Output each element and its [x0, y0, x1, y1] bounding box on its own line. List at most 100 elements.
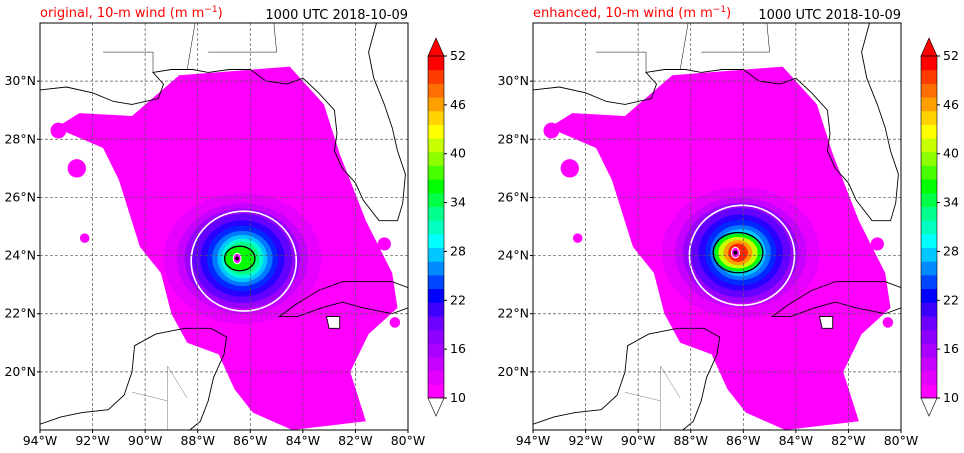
colorbar-segment — [428, 384, 444, 399]
wind-patch — [572, 233, 583, 243]
colorbar-frame — [920, 55, 938, 399]
colorbar-segment — [921, 138, 937, 153]
x-tick-label: 90°W — [621, 433, 656, 448]
colorbar-tick-label: 28 — [450, 243, 466, 258]
y-tick-label: 20°N — [497, 364, 529, 379]
colorbar-tick-label: 52 — [943, 48, 959, 63]
colorbar-segment — [428, 315, 444, 331]
colorbar-segment — [921, 274, 937, 290]
colorbar-segment — [428, 220, 444, 235]
x-tick-label: 82°W — [338, 433, 373, 448]
colorbar-segment — [921, 97, 937, 112]
x-tick-label: 94°W — [23, 433, 58, 448]
colorbar-segment — [428, 206, 444, 221]
colorbar-segment — [921, 261, 937, 276]
colorbar-segment — [921, 179, 937, 194]
x-tick-label: 80°W — [884, 433, 919, 448]
x-tick-label: 86°W — [726, 433, 761, 448]
colorbar-tick-label: 34 — [943, 195, 959, 210]
colorbar-segment — [428, 343, 444, 358]
colorbar-segment — [921, 56, 937, 71]
wind-contour-black — [223, 245, 256, 272]
wind-contour-white — [190, 210, 298, 312]
x-axis-ticks: 94°W 92°W 90°W 88°W 86°W 84°W 82°W 80°W — [23, 430, 426, 448]
colorbar-extend-min — [920, 397, 938, 417]
colorbar-tick-label: 46 — [943, 97, 959, 112]
coastline-island — [818, 316, 834, 329]
colorbar-segment — [428, 151, 444, 166]
state-border — [679, 23, 689, 70]
wind-contour-black — [712, 231, 764, 274]
x-tick-label: 84°W — [286, 433, 321, 448]
colorbar-segment — [428, 83, 444, 98]
colorbar-segment — [921, 124, 937, 139]
colorbar-segment — [428, 97, 444, 112]
colorbar-segment — [428, 192, 444, 207]
colorbar-extend-max — [920, 37, 938, 57]
y-tick-label: 22°N — [4, 306, 36, 321]
wind-patch — [543, 122, 560, 139]
state-border — [624, 391, 661, 402]
state-border — [167, 365, 188, 430]
colorbar-segment — [428, 247, 444, 262]
panel-title-time: 1000 UTC 2018-10-09 — [265, 8, 408, 23]
colorbar-segment — [428, 179, 444, 194]
state-border — [660, 365, 681, 430]
wind-patch — [560, 159, 579, 178]
colorbar-segment — [428, 329, 444, 344]
coastline-mexico — [533, 327, 721, 430]
colorbar-segment — [428, 302, 444, 317]
colorbar-segment — [428, 124, 444, 139]
x-tick-label: 84°W — [779, 433, 814, 448]
colorbar-tick-label: 34 — [450, 195, 466, 210]
x-tick-label: 94°W — [516, 433, 551, 448]
coastline-us — [533, 23, 899, 222]
colorbar-segment — [921, 315, 937, 331]
coastline-us — [40, 23, 406, 222]
x-tick-label: 80°W — [391, 433, 426, 448]
colorbar-segment — [428, 138, 444, 153]
coastline-island — [325, 316, 341, 329]
x-tick-label: 90°W — [128, 433, 163, 448]
colorbar-tick-label: 16 — [943, 341, 959, 356]
x-tick-label: 92°W — [75, 433, 110, 448]
y-tick-label: 26°N — [497, 189, 529, 204]
colorbar-segment — [921, 356, 937, 372]
state-border — [186, 23, 196, 70]
colorbar-segment — [921, 247, 937, 262]
colorbar-segment — [428, 110, 444, 125]
map-frame — [39, 22, 409, 431]
colorbar-segment — [921, 370, 937, 385]
colorbar-tick-label: 28 — [943, 243, 959, 258]
coastline-mexico — [40, 327, 228, 430]
colorbar-frame — [427, 55, 445, 399]
colorbar-segment — [921, 110, 937, 125]
colorbar-segment — [428, 261, 444, 276]
colorbar: 10 16 22 28 34 40 46 52 — [427, 37, 466, 417]
colorbar-tick-label: 46 — [450, 97, 466, 112]
wind-patch — [882, 317, 894, 328]
wind-patch — [377, 237, 391, 251]
coastline-cuba — [277, 281, 408, 318]
colorbar-tick-label: 10 — [450, 390, 466, 405]
colorbar: 10 16 22 28 34 40 46 52 — [920, 37, 959, 417]
colorbar-tick-label: 10 — [943, 390, 959, 405]
map-area — [39, 22, 409, 431]
wind-patch — [870, 237, 884, 251]
colorbar-segment — [921, 220, 937, 235]
colorbar-segment — [921, 192, 937, 207]
colorbar-tick-label: 52 — [450, 48, 466, 63]
colorbar-segment — [921, 343, 937, 358]
y-tick-label: 20°N — [4, 364, 36, 379]
colorbar-segment — [921, 165, 937, 180]
y-tick-label: 28°N — [497, 131, 529, 146]
colorbar-tick-label: 40 — [450, 146, 466, 161]
x-tick-label: 88°W — [673, 433, 708, 448]
wind-patch — [389, 317, 401, 328]
coastline-cuba — [770, 281, 901, 318]
x-tick-label: 88°W — [180, 433, 215, 448]
colorbar-segment — [921, 233, 937, 249]
y-tick-label: 24°N — [4, 248, 36, 263]
wind-patch — [79, 233, 90, 243]
panel-title-left: original, 10-m wind (m m−1) — [40, 5, 223, 21]
